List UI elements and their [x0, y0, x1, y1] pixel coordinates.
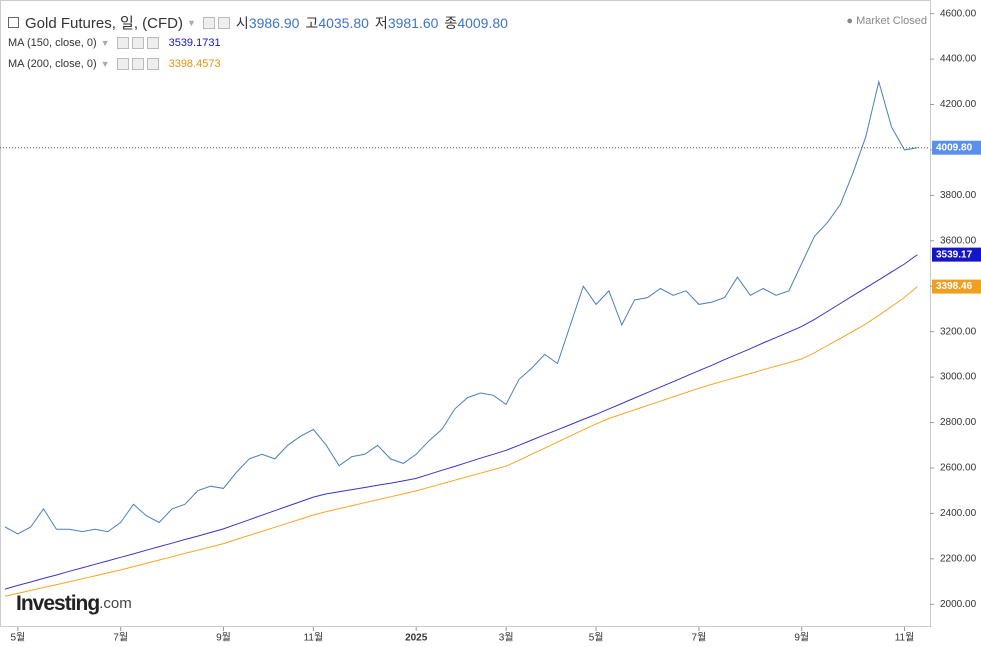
watermark: Investing.com	[16, 592, 132, 615]
y-tick-label: 4400.00	[940, 54, 977, 65]
gear-icon[interactable]	[131, 58, 144, 70]
price-tag	[932, 247, 981, 262]
ohlc-value: 3986.90	[248, 14, 300, 31]
y-tick-label: 2600.00	[940, 463, 977, 474]
series-line	[4, 286, 918, 597]
eye-icon[interactable]	[116, 37, 129, 49]
ohlc-name: 종	[444, 14, 458, 31]
watermark-sub: .com	[99, 595, 132, 612]
y-tick-label: 2800.00	[940, 417, 977, 428]
y-tick-label: 3200.00	[940, 326, 977, 337]
ohlc-name: 저	[374, 14, 388, 31]
gear-icon[interactable]	[217, 16, 230, 29]
x-tick-label: 9월	[794, 632, 809, 644]
y-tick-label: 4600.00	[940, 8, 977, 19]
y-tick-label: 3600.00	[940, 235, 977, 246]
caret[interactable]: ▼	[187, 17, 196, 28]
watermark-main: Investing	[16, 592, 99, 615]
legend-value: 3539.1731	[168, 37, 221, 49]
x-tick-label: 7월	[692, 632, 707, 644]
x-tick-label: 11월	[304, 632, 324, 644]
x-tick-label: 9월	[216, 632, 231, 644]
collapse-icon[interactable]	[8, 17, 19, 28]
x-tick-label: 5월	[589, 632, 604, 644]
market-status: ● Market Closed	[846, 15, 927, 27]
eye-icon[interactable]	[202, 16, 215, 29]
y-tick-label: 2200.00	[940, 553, 977, 564]
ohlc-name: 고	[305, 14, 319, 31]
x-tick-label: 7월	[113, 632, 128, 644]
ma150-legend: MA (150, close, 0) ▼ 3539.1731	[8, 37, 221, 49]
ma200-legend: MA (200, close, 0) ▼ 3398.4573	[8, 58, 221, 70]
price-tag	[932, 140, 981, 155]
x-tick-label: 11월	[895, 632, 915, 644]
ohlc: 시3986.90 고4035.80 저3981.60 종4009.80	[236, 13, 508, 33]
x-tick-label: 3월	[499, 632, 514, 644]
legend-value: 3398.4573	[168, 58, 221, 70]
ohlc-value: 4009.80	[457, 14, 508, 31]
status-text: Market Closed	[856, 15, 927, 27]
eye-icon[interactable]	[116, 58, 129, 70]
ohlc-value: 3981.60	[387, 14, 439, 31]
caret[interactable]: ▼	[100, 59, 110, 69]
y-tick-label: 4200.00	[940, 99, 977, 110]
close-icon[interactable]	[146, 37, 159, 49]
ohlc-name: 시	[235, 14, 249, 31]
caret[interactable]: ▼	[100, 38, 110, 48]
gear-icon[interactable]	[131, 37, 144, 49]
price-tag-label: 3539.17	[936, 249, 973, 260]
close-icon[interactable]	[146, 58, 159, 70]
legend-name: MA (200, close, 0)	[8, 58, 97, 70]
y-tick-label: 3800.00	[940, 190, 977, 201]
x-tick-label: 5월	[10, 632, 25, 644]
y-tick-label: 3000.00	[940, 372, 977, 383]
x-tick-label: 2025	[405, 633, 428, 644]
legend-title: Gold Futures, 일, (CFD)	[25, 15, 183, 32]
plot-frame	[0, 0, 931, 627]
y-tick-label: 2400.00	[940, 508, 977, 519]
price-tag-label: 3398.46	[936, 281, 973, 292]
main-legend: Gold Futures, 일, (CFD) ▼ 시3986.90 고4035.8…	[8, 12, 508, 33]
price-tag-label: 4009.80	[936, 142, 973, 153]
y-tick-label: 2000.00	[940, 599, 977, 610]
series-line	[4, 79, 918, 535]
price-tag	[932, 279, 981, 294]
legend-name: MA (150, close, 0)	[8, 37, 97, 49]
series-line	[4, 254, 918, 590]
ohlc-value: 4035.80	[318, 14, 369, 31]
